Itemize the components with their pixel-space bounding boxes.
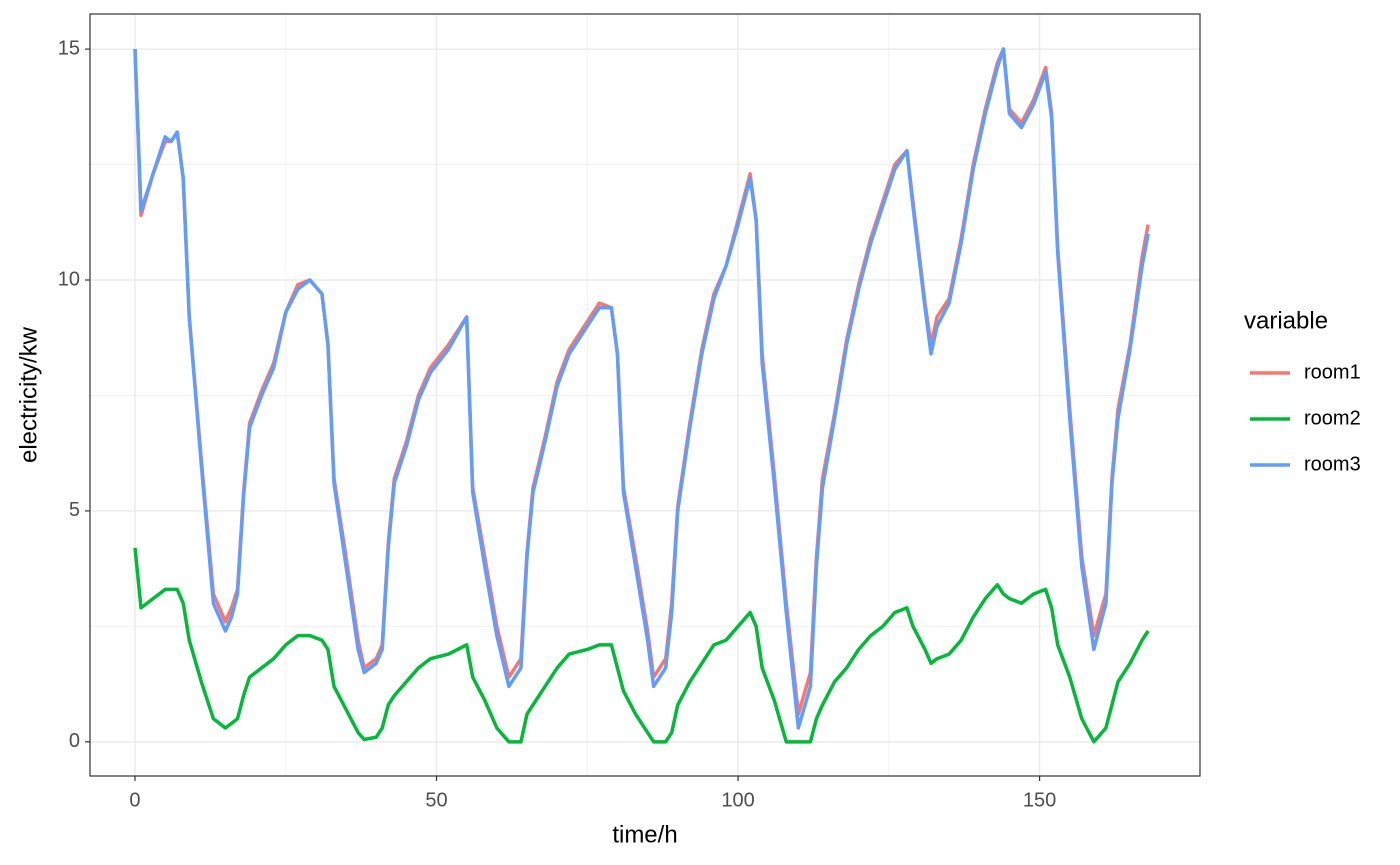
y-tick-label: 10 bbox=[58, 268, 80, 290]
data-line bbox=[133, 47, 1150, 716]
data-line bbox=[133, 47, 1150, 730]
y-tick-label: 0 bbox=[69, 730, 80, 752]
legend-label: room1 bbox=[1304, 361, 1361, 383]
x-axis-title: time/h bbox=[612, 821, 677, 848]
y-tick-label: 5 bbox=[69, 499, 80, 521]
legend-title: variable bbox=[1244, 307, 1328, 334]
data-line bbox=[133, 547, 1150, 744]
y-tick-label: 15 bbox=[58, 37, 80, 59]
legend-label: room2 bbox=[1304, 407, 1361, 429]
legend-label: room3 bbox=[1304, 453, 1361, 475]
x-tick-label: 0 bbox=[129, 789, 140, 811]
y-axis-title: electricity/kw bbox=[15, 326, 42, 463]
grid bbox=[90, 14, 1200, 776]
x-tick-label: 150 bbox=[1023, 789, 1056, 811]
x-tick-label: 100 bbox=[721, 789, 754, 811]
plot-border bbox=[89, 13, 1201, 777]
x-tick-label: 50 bbox=[425, 789, 447, 811]
